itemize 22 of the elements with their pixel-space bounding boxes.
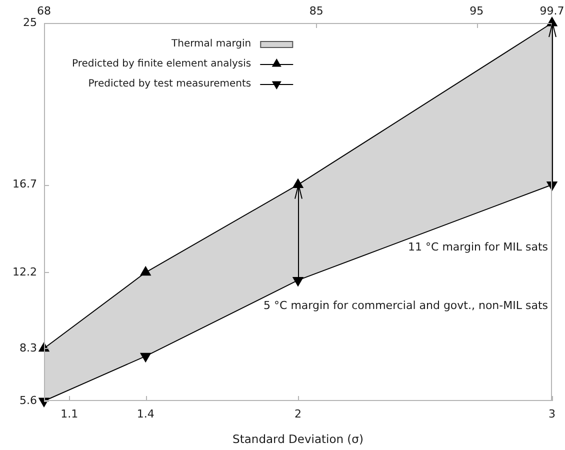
y-tick-label: 8.3 — [20, 341, 37, 354]
legend-label: Predicted by finite element analysis — [72, 58, 252, 70]
point — [292, 178, 304, 188]
annotation: 11 °C margin for MIL sats — [408, 240, 548, 254]
x-tick-label: 1.1 — [60, 407, 78, 420]
x2-tick-label: 95 — [470, 4, 484, 18]
point — [140, 352, 151, 362]
x2-tick-label: 99.7 — [540, 4, 564, 18]
x-axis-title: Standard Deviation (σ) — [232, 432, 364, 446]
legend-label: Thermal margin — [170, 38, 252, 50]
x2-tick-label: 85 — [309, 4, 324, 18]
x-tick-label: 2 — [294, 407, 302, 420]
x-tick-label: 3 — [548, 407, 556, 420]
y-tick-label: 12.2 — [12, 265, 37, 278]
y-tick-label: 25 — [23, 16, 37, 29]
x2-tick-label: 68 — [37, 4, 51, 18]
y-tick-label: 16.7 — [12, 178, 37, 191]
y-tick-label: 5.6 — [20, 394, 37, 407]
legend-label: Predicted by test measurements — [88, 78, 252, 90]
x-tick-label: 1.4 — [136, 407, 154, 420]
point — [292, 276, 304, 286]
annotation: 5 °C margin for commercial and govt., non-MIL sats — [264, 299, 548, 312]
